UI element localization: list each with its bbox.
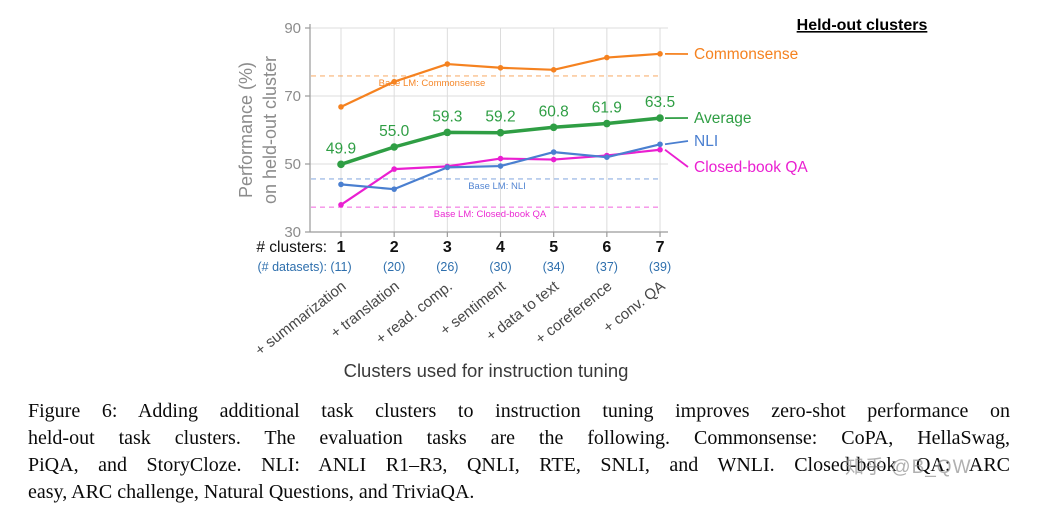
series-point (497, 163, 504, 169)
series-point (550, 149, 557, 155)
series-end-label: Average (694, 110, 751, 127)
series-end-label: Commonsense (694, 46, 798, 63)
series-point (391, 166, 397, 172)
y-tick-label: 90 (284, 20, 301, 37)
series-average: 49.9 55.0 59.3 59.2 60.8 61.9 63.5 Average (326, 94, 751, 169)
series-point (444, 164, 451, 171)
series-point (390, 143, 398, 151)
series-point (391, 186, 397, 192)
series-point (444, 61, 451, 67)
y-axis-title-line2: on held-out cluster (260, 56, 280, 204)
x-tick-label: 3 (443, 239, 452, 256)
series-point (338, 181, 344, 188)
series-point (604, 54, 610, 61)
series-end-label: NLI (694, 133, 718, 150)
series-point (391, 78, 397, 85)
caption-line: Figure 6: Adding additional task cluster… (28, 400, 1010, 422)
series-point (338, 202, 344, 208)
value-label: 55.0 (379, 123, 410, 140)
series-nli: NLI (338, 133, 718, 192)
x-tick-label: 7 (656, 239, 665, 256)
caption-line: held-out task clusters. The evaluation t… (28, 427, 1010, 449)
y-tick-label: 50 (284, 156, 301, 173)
cluster-label: + summarization (252, 278, 350, 359)
series-point (604, 154, 610, 160)
series-point (497, 64, 504, 71)
series-point (443, 128, 452, 137)
dataset-count: (11) (330, 260, 351, 274)
series-point (550, 67, 557, 73)
value-label: 63.5 (645, 94, 675, 111)
series-point (603, 119, 611, 128)
series-point (337, 160, 345, 169)
series-point (656, 114, 664, 122)
x-tick-label: 5 (549, 239, 558, 256)
leader-line (664, 140, 689, 146)
line-chart: Base LM: Commonsense Base LM: NLI Base LM:… (236, 17, 928, 381)
y-tick-label: 30 (284, 224, 301, 241)
series-commonsense: Commonsense (338, 46, 798, 110)
x-tick-label: 6 (602, 239, 611, 256)
dataset-count: (37) (596, 260, 618, 274)
value-label: 49.9 (326, 140, 356, 157)
watermark: 知乎 @B_QW (845, 457, 972, 478)
leader-line (664, 149, 689, 168)
dataset-count: (30) (489, 260, 511, 274)
series-point (496, 128, 505, 137)
value-label: 61.9 (592, 100, 622, 117)
baseline-label: Base LM: Commonsense (379, 78, 486, 89)
baseline-label: Base LM: NLI (468, 181, 526, 192)
caption-line: PiQA, and StoryCloze. NLI: ANLI R1–R3, Q… (28, 454, 1010, 476)
series-end-label: Closed-book QA (694, 159, 808, 176)
series-point (550, 156, 557, 163)
value-label: 59.2 (485, 109, 515, 126)
dataset-count: (39) (649, 260, 671, 274)
y-tick-label: 70 (284, 88, 301, 105)
axes (305, 24, 668, 237)
series-closed-book-qa: Closed-book QA (338, 146, 808, 208)
gridlines (310, 27, 668, 233)
series-point (338, 104, 344, 110)
series-point (657, 141, 663, 148)
dataset-count: (26) (436, 260, 458, 274)
x-tick-label: 1 (337, 239, 346, 256)
dataset-count: (20) (383, 260, 405, 274)
figure-caption: Figure 6: Adding additional task cluster… (28, 398, 1010, 506)
value-label: 59.3 (432, 108, 462, 125)
series-point (657, 146, 663, 153)
datasets-prefix-label: (# datasets): (258, 260, 327, 274)
dataset-count: (34) (543, 260, 565, 274)
x-axis-prefix-label: # clusters: (256, 239, 327, 256)
baseline-label: Base LM: Closed-book QA (434, 209, 547, 220)
x-axis-title: Clusters used for instruction tuning (344, 360, 629, 381)
legend-title: Held-out clusters (797, 17, 928, 34)
caption-line: easy, ARC challenge, Natural Questions, … (28, 481, 475, 503)
x-tick-label: 4 (496, 239, 505, 256)
series-point (497, 155, 504, 162)
value-label: 60.8 (539, 103, 569, 120)
series-point (549, 123, 558, 132)
x-tick-label: 2 (390, 239, 399, 256)
y-axis-title-line1: Performance (%) (236, 62, 256, 198)
series-point (657, 51, 663, 57)
